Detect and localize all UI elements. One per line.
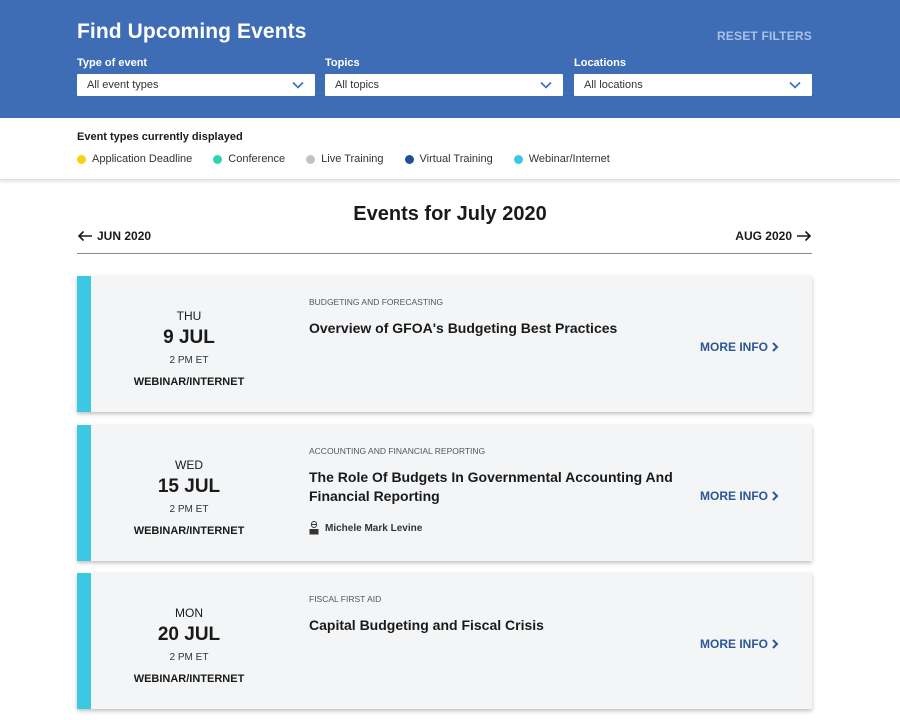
presenter-name: Michele Mark Levine <box>325 522 423 534</box>
arrow-right-icon <box>797 230 812 242</box>
event-date: WED 15 JUL 2 PM ET WEBINAR/INTERNET <box>91 425 287 561</box>
event-type: WEBINAR/INTERNET <box>133 376 245 388</box>
legend-item-label: Virtual Training <box>419 153 493 165</box>
more-info-link[interactable]: MORE INFO <box>700 637 779 651</box>
legend-items: Application Deadline Conference Live Tra… <box>77 153 631 165</box>
legend-dot-icon <box>77 154 86 164</box>
legend-item-live-training: Live Training <box>306 153 384 165</box>
event-category: FISCAL FIRST AID <box>309 594 382 604</box>
legend-item-label: Application Deadline <box>92 153 193 165</box>
next-month-link[interactable]: AUG 2020 <box>735 229 812 243</box>
legend-item-label: Webinar/Internet <box>528 153 610 165</box>
presenter-icon <box>309 521 319 535</box>
event-type-select-value: All event types <box>87 79 159 91</box>
previous-month-label: JUN 2020 <box>97 229 152 243</box>
event-time: 2 PM ET <box>169 504 209 515</box>
legend-item-label: Live Training <box>321 153 384 165</box>
filter-topics-label: Topics <box>325 57 360 69</box>
event-title: The Role Of Budgets In Governmental Acco… <box>309 469 673 504</box>
previous-month-link[interactable]: JUN 2020 <box>77 229 151 243</box>
event-weekday: THU <box>176 309 202 323</box>
legend-item-conference: Conference <box>213 153 285 165</box>
chevron-right-icon <box>772 639 779 649</box>
next-month-label: AUG 2020 <box>735 229 792 243</box>
filter-locations-label: Locations <box>574 57 626 69</box>
reset-filters-link[interactable]: RESET FILTERS <box>716 29 812 43</box>
filter-event-type: Type of event All event types <box>77 57 315 96</box>
event-type: WEBINAR/INTERNET <box>133 673 245 685</box>
event-weekday: WED <box>175 458 203 472</box>
divider <box>77 253 812 254</box>
event-type-select[interactable]: All event types <box>77 74 315 96</box>
event-day: 15 JUL <box>157 476 221 497</box>
more-info-link[interactable]: MORE INFO <box>700 340 779 354</box>
month-heading: Events for July 2020 <box>353 203 547 225</box>
filter-topics: Topics All topics <box>325 57 563 96</box>
event-time: 2 PM ET <box>169 652 209 663</box>
event-time: 2 PM ET <box>169 355 209 366</box>
event-type-accent <box>77 573 91 709</box>
legend-dot-icon <box>513 154 523 164</box>
chevron-down-icon <box>540 81 552 89</box>
chevron-down-icon <box>789 81 801 89</box>
event-category: ACCOUNTING AND FINANCIAL REPORTING <box>309 446 486 456</box>
event-type: WEBINAR/INTERNET <box>133 525 245 537</box>
legend-dot-icon <box>213 154 223 164</box>
filter-header: Find Upcoming Events RESET FILTERS Type … <box>0 0 900 118</box>
event-date: THU 9 JUL 2 PM ET WEBINAR/INTERNET <box>91 276 287 412</box>
event-card: WED 15 JUL 2 PM ET WEBINAR/INTERNET ACCO… <box>77 425 812 561</box>
topics-select-value: All topics <box>335 79 380 91</box>
event-presenter: Michele Mark Levine <box>309 521 422 535</box>
more-info-label: MORE INFO <box>700 489 768 503</box>
legend-item-webinar: Webinar/Internet <box>513 153 610 165</box>
more-info-label: MORE INFO <box>700 637 768 651</box>
legend-dot-icon <box>306 154 316 164</box>
legend-title: Event types currently displayed <box>77 131 243 143</box>
legend-item-label: Conference <box>228 153 286 165</box>
event-card: MON 20 JUL 2 PM ET WEBINAR/INTERNET FISC… <box>77 573 812 709</box>
legend-item-application-deadline: Application Deadline <box>77 153 192 165</box>
locations-select-value: All locations <box>584 79 643 91</box>
event-day: 9 JUL <box>163 327 215 348</box>
filter-locations: Locations All locations <box>574 57 812 96</box>
event-weekday: MON <box>175 606 203 620</box>
chevron-right-icon <box>772 491 779 501</box>
topics-select[interactable]: All topics <box>325 74 563 96</box>
more-info-link[interactable]: MORE INFO <box>700 489 779 503</box>
event-type-accent <box>77 276 91 412</box>
more-info-label: MORE INFO <box>700 340 768 354</box>
arrow-left-icon <box>77 230 92 242</box>
legend-dot-icon <box>404 154 414 164</box>
page-title: Find Upcoming Events <box>77 20 307 43</box>
event-type-legend: Event types currently displayed Applicat… <box>0 118 900 180</box>
locations-select[interactable]: All locations <box>574 74 812 96</box>
event-type-accent <box>77 425 91 561</box>
filter-event-type-label: Type of event <box>77 57 148 69</box>
event-day: 20 JUL <box>157 624 221 645</box>
event-title: Capital Budgeting and Fiscal Crisis <box>309 617 544 633</box>
event-category: BUDGETING AND FORECASTING <box>309 297 444 307</box>
legend-item-virtual-training: Virtual Training <box>404 153 493 165</box>
event-title: Overview of GFOA's Budgeting Best Practi… <box>309 320 618 336</box>
event-card: THU 9 JUL 2 PM ET WEBINAR/INTERNET BUDGE… <box>77 276 812 412</box>
chevron-down-icon <box>292 81 304 89</box>
chevron-right-icon <box>772 342 779 352</box>
event-date: MON 20 JUL 2 PM ET WEBINAR/INTERNET <box>91 573 287 709</box>
